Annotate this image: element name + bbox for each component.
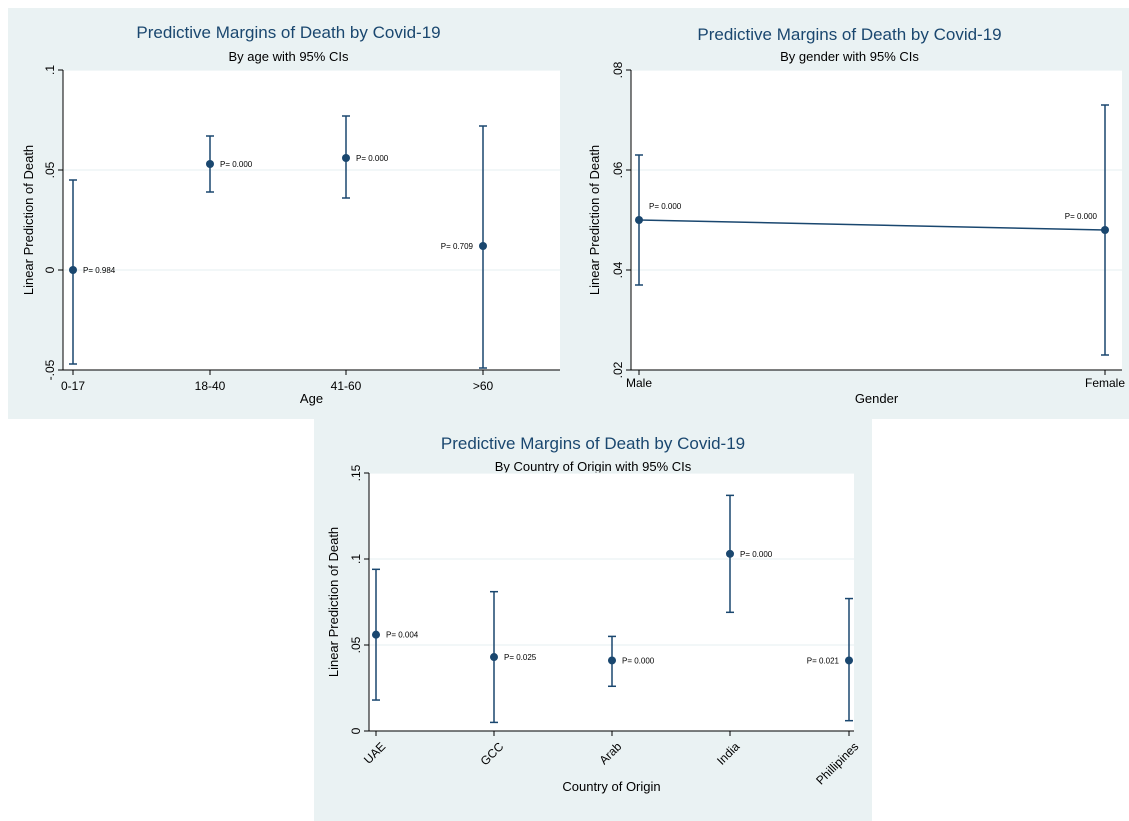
- data-point: [490, 653, 498, 662]
- x-tick-label: >60: [473, 379, 494, 393]
- y-tick-label: .15: [349, 464, 363, 481]
- data-point: [479, 242, 487, 250]
- y-tick-label: .1: [43, 65, 57, 75]
- p-value-label: P= 0.000: [622, 656, 655, 665]
- y-tick-label: .08: [611, 61, 625, 78]
- chart-subtitle: By gender with 95% CIs: [780, 49, 919, 64]
- chart-panel-gender: Predictive Margins of Death by Covid-19 B…: [569, 8, 1129, 419]
- series-line: [638, 219, 1106, 231]
- chart-subtitle: By age with 95% CIs: [229, 49, 349, 64]
- x-tick-label: Phillipines: [813, 739, 861, 787]
- y-tick-label: .06: [611, 161, 625, 178]
- x-tick-label: 18-40: [195, 379, 226, 393]
- x-tick-label: Female: [1085, 376, 1125, 390]
- x-tick-label: 41-60: [331, 379, 362, 393]
- p-value-label: P= 0.000: [220, 160, 253, 169]
- x-tick-label: 0-17: [61, 379, 85, 393]
- p-value-label: P= 0.000: [740, 550, 773, 559]
- y-tick-label: -.05: [43, 359, 57, 380]
- y-tick-label: 0: [43, 266, 57, 273]
- x-axis-title: Gender: [855, 391, 899, 406]
- chart-title: Predictive Margins of Death by Covid-19: [697, 25, 1001, 44]
- chart-title: Predictive Margins of Death by Covid-19: [136, 23, 440, 42]
- data-point: [845, 656, 853, 665]
- data-point: [726, 549, 734, 558]
- x-tick-label: UAE: [361, 739, 388, 766]
- y-tick-label: .1: [349, 554, 363, 564]
- y-axis-title: Linear Prediction of Death: [326, 527, 341, 677]
- p-value-label: P= 0.000: [356, 154, 389, 163]
- data-point: [69, 266, 77, 274]
- y-axis-title: Linear Prediction of Death: [21, 145, 36, 295]
- plot-area: [369, 473, 854, 731]
- p-value-label: P= 0.709: [441, 242, 474, 251]
- age-chart: Predictive Margins of Death by Covid-19 B…: [21, 23, 560, 406]
- gender-chart: Predictive Margins of Death by Covid-19 B…: [587, 25, 1125, 406]
- data-point: [342, 154, 350, 162]
- y-axis-title: Linear Prediction of Death: [587, 145, 602, 295]
- chart-panel-country: Predictive Margins of Death by Covid-19 B…: [314, 419, 872, 821]
- country-chart: Predictive Margins of Death by Covid-19 B…: [326, 434, 861, 794]
- p-value-label: P= 0.025: [504, 653, 537, 662]
- data-point: [635, 216, 643, 224]
- chart-title: Predictive Margins of Death by Covid-19: [441, 434, 745, 453]
- y-tick-label: 0: [349, 727, 363, 734]
- data-point: [206, 160, 214, 168]
- y-tick-label: .05: [43, 161, 57, 178]
- p-value-label: P= 0.004: [386, 631, 419, 640]
- data-point: [1101, 226, 1109, 234]
- plot-area: [631, 70, 1122, 370]
- y-tick-label: .05: [349, 636, 363, 653]
- p-value-label: P= 0.000: [1065, 212, 1098, 221]
- x-axis-title: Age: [300, 391, 323, 406]
- plot-area: [63, 70, 560, 370]
- p-value-label: P= 0.000: [649, 202, 682, 211]
- data-point: [372, 630, 380, 639]
- x-axis-title: Country of Origin: [562, 779, 660, 794]
- p-value-label: P= 0.021: [807, 656, 840, 665]
- x-tick-label: India: [714, 739, 743, 768]
- data-point: [608, 656, 616, 665]
- y-tick-label: .02: [611, 361, 625, 378]
- p-value-label: P= 0.984: [83, 266, 116, 275]
- chart-subtitle: By Country of Origin with 95% CIs: [495, 459, 692, 474]
- chart-panel-age: Predictive Margins of Death by Covid-19 B…: [8, 8, 569, 419]
- y-tick-label: .04: [611, 261, 625, 278]
- x-tick-label: GCC: [478, 739, 507, 768]
- x-tick-label: Arab: [597, 739, 625, 767]
- x-tick-label: Male: [626, 376, 652, 390]
